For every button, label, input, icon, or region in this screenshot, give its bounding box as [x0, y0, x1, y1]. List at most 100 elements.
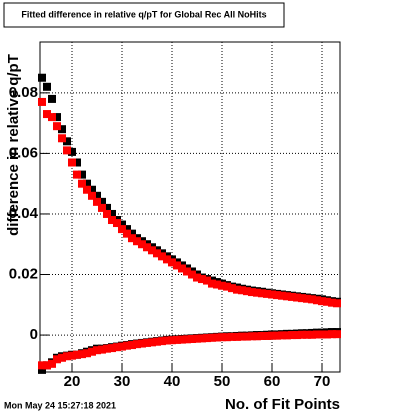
data-point	[38, 361, 46, 370]
data-point	[128, 341, 136, 350]
data-point	[208, 333, 216, 342]
data-point	[308, 330, 316, 339]
data-point	[318, 297, 326, 306]
data-point	[43, 82, 51, 91]
x-tick-label: 60	[264, 373, 281, 390]
data-point	[73, 170, 81, 179]
data-point	[243, 332, 251, 341]
data-point	[133, 237, 141, 246]
data-point	[233, 332, 241, 341]
data-point	[98, 345, 106, 354]
data-point	[203, 334, 211, 343]
data-point	[48, 359, 56, 368]
x-tick-label: 20	[64, 373, 81, 390]
x-tick-label: 70	[314, 373, 331, 390]
data-point	[73, 158, 81, 167]
x-tick-label: 50	[214, 373, 231, 390]
data-point	[103, 344, 111, 353]
data-point	[223, 282, 231, 291]
data-point	[163, 255, 171, 264]
data-point	[78, 179, 86, 188]
data-point	[93, 191, 101, 200]
data-point	[308, 295, 316, 304]
data-point	[298, 294, 306, 303]
data-point	[83, 185, 91, 194]
y-tick-label: 0.08	[9, 84, 38, 101]
data-point	[123, 225, 131, 234]
data-point	[193, 273, 201, 282]
data-point	[283, 331, 291, 340]
data-point	[58, 134, 66, 143]
x-tick-label: 40	[164, 373, 181, 390]
data-point	[218, 333, 226, 342]
data-point	[173, 335, 181, 344]
data-point	[293, 331, 301, 340]
x-tick-label: 30	[114, 373, 131, 390]
data-point	[53, 113, 61, 122]
data-point	[63, 137, 71, 146]
data-point	[88, 347, 96, 356]
data-point	[58, 125, 66, 134]
data-point	[53, 122, 61, 131]
data-point	[273, 331, 281, 340]
data-point	[113, 219, 121, 228]
data-point	[313, 330, 321, 339]
data-point	[148, 246, 156, 255]
data-point	[218, 281, 226, 290]
data-point	[118, 225, 126, 234]
data-point	[83, 179, 91, 188]
data-point	[63, 146, 71, 155]
data-point	[263, 289, 271, 298]
data-point	[188, 270, 196, 279]
data-point	[228, 332, 236, 341]
data-point	[213, 333, 221, 342]
data-point	[103, 209, 111, 218]
data-point	[108, 344, 116, 353]
data-point	[233, 285, 241, 294]
data-point	[143, 243, 151, 252]
y-axis-label: difference in relative q/pT	[5, 54, 22, 236]
data-point	[88, 191, 96, 200]
data-point	[138, 240, 146, 249]
data-point	[153, 249, 161, 258]
data-point	[143, 338, 151, 347]
data-point	[318, 330, 326, 339]
data-point	[263, 331, 271, 340]
data-point	[223, 333, 231, 342]
chart-title: Fitted difference in relative q/pT for G…	[21, 9, 266, 19]
data-point	[168, 336, 176, 345]
data-point	[43, 361, 51, 370]
data-point	[178, 264, 186, 273]
data-point	[158, 337, 166, 346]
data-point	[48, 113, 56, 122]
data-point	[198, 275, 206, 284]
data-point	[43, 110, 51, 119]
data-point	[103, 203, 111, 212]
title-box	[3, 2, 285, 28]
data-point	[168, 258, 176, 267]
data-point	[303, 294, 311, 303]
data-point	[248, 332, 256, 341]
data-point	[283, 292, 291, 301]
data-point	[113, 343, 121, 352]
timestamp: Mon May 24 15:27:18 2021	[4, 400, 116, 410]
data-point	[83, 349, 91, 358]
data-point	[278, 291, 286, 300]
data-point	[108, 216, 116, 225]
data-point	[248, 288, 256, 297]
data-point	[228, 284, 236, 293]
data-point	[38, 97, 46, 106]
data-point	[208, 279, 216, 288]
data-point	[213, 280, 221, 289]
data-point	[88, 185, 96, 194]
data-point	[268, 290, 276, 299]
data-point	[98, 197, 106, 206]
data-point	[323, 297, 331, 306]
data-point	[193, 334, 201, 343]
data-point	[128, 234, 136, 243]
data-point	[288, 292, 296, 301]
data-point	[173, 261, 181, 270]
data-point	[108, 209, 116, 218]
plot-frame	[39, 41, 341, 373]
